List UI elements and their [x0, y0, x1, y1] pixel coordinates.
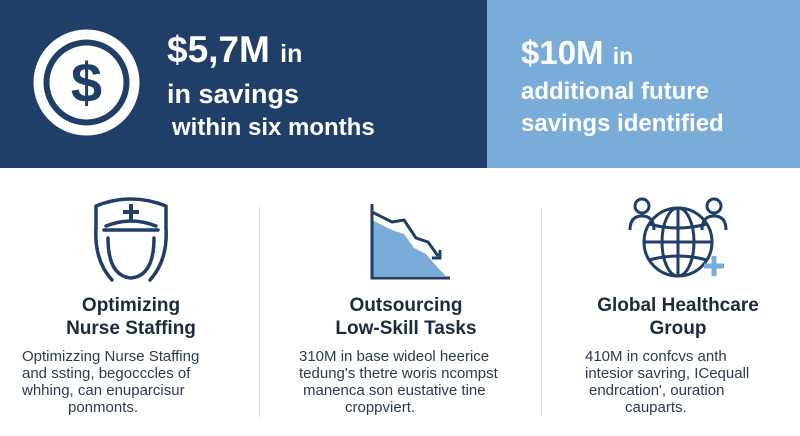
body-line: 410M in confcvs anth: [585, 348, 727, 365]
future-savings-line2: additional future: [521, 78, 709, 105]
body-line: tedung's thetre woris ncompst: [299, 365, 498, 382]
strategy-column-global-group: Global Healthcare Group 410M in confcvs …: [563, 190, 793, 416]
dollar-circle-icon: $: [33, 29, 140, 136]
amount-suffix: in: [612, 43, 634, 69]
body-line: whhing, can enuparcisur: [22, 382, 185, 399]
column-body: Optimizzing Nurse Staffing and ssting, b…: [16, 348, 246, 416]
primary-savings-headline: $5,7M in in savings within six months: [167, 28, 375, 144]
column-title: Optimizing Nurse Staffing: [16, 294, 246, 340]
title-line: Outsourcing: [349, 295, 463, 316]
title-line: Low-Skill Tasks: [335, 318, 477, 339]
column-title: Outsourcing Low-Skill Tasks: [291, 294, 521, 340]
column-body: 310M in base wideol heerice tedung's the…: [291, 348, 521, 416]
body-line: 310M in base wideol heerice: [299, 348, 490, 365]
title-line: Optimizing: [81, 295, 181, 316]
nurse-icon: [94, 197, 168, 282]
title-line: Group: [649, 318, 707, 339]
savings-banner: $ $5,7M in in savings within six months …: [0, 0, 800, 168]
future-savings-headline: $10M in additional future savings identi…: [521, 33, 724, 140]
svg-text:$: $: [71, 51, 102, 114]
body-line: Optimizzing Nurse Staffing: [22, 348, 200, 365]
title-line: Nurse Staffing: [66, 318, 196, 339]
strategy-column-nurse-staffing: Optimizing Nurse Staffing Optimizzing Nu…: [16, 190, 246, 416]
column-title: Global Healthcare Group: [563, 294, 793, 340]
column-divider: [541, 207, 542, 417]
future-savings-amount: $10M in: [521, 33, 724, 76]
column-divider: [259, 207, 260, 417]
primary-savings-panel: $ $5,7M in in savings within six months: [0, 0, 487, 168]
body-line: endrcation', ouration: [589, 382, 725, 399]
future-savings-panel: [487, 0, 800, 168]
globe-people-icon: [628, 197, 728, 278]
declining-chart-icon: [370, 204, 450, 280]
future-savings-line3: savings identified: [521, 110, 724, 137]
body-line: croppviert.: [345, 399, 416, 416]
primary-savings-amount: $5,7M in: [167, 28, 375, 76]
amount-suffix: in: [280, 40, 303, 68]
body-line: ponmonts.: [68, 399, 139, 416]
body-line: cauparts.: [625, 399, 687, 416]
primary-savings-line3: within six months: [172, 114, 375, 141]
amount-value: $5,7M: [167, 29, 270, 70]
title-line: Global Healthcare: [597, 295, 759, 316]
column-body: 410M in confcvs anth intesior savring, I…: [563, 348, 793, 416]
strategy-column-outsourcing: Outsourcing Low-Skill Tasks 310M in base…: [291, 190, 521, 416]
primary-savings-line2: in savings: [167, 79, 300, 109]
body-line: intesior savring, ICequall: [585, 365, 750, 382]
body-line: and ssting, begocccles of: [22, 365, 191, 382]
amount-value: $10M: [521, 34, 604, 71]
body-line: manenca son eustative tine: [303, 382, 486, 399]
